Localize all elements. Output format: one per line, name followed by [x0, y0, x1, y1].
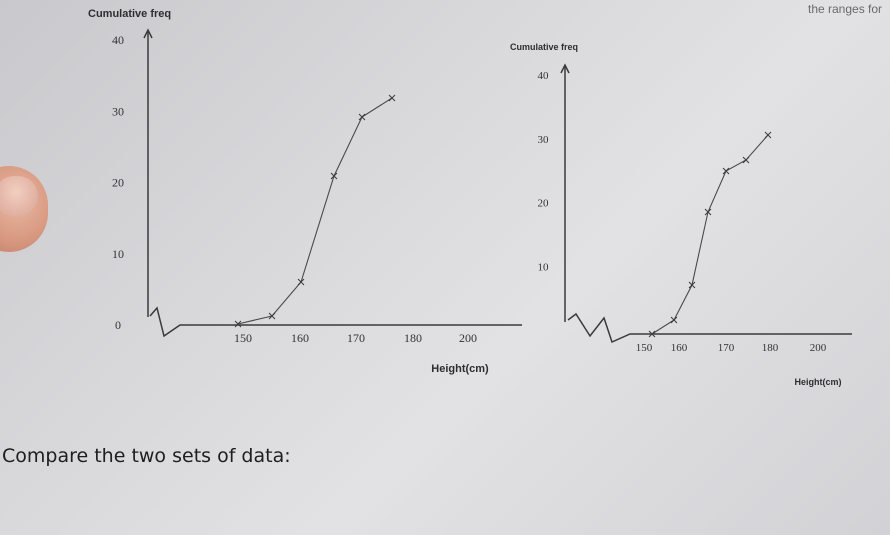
- chart1-x-axis-label: Height(cm): [431, 363, 489, 375]
- chart2-point-marker: [648, 330, 656, 338]
- chart1-y-tick-label: 0: [115, 318, 121, 332]
- chart2-x-axis: [567, 312, 852, 344]
- chart1-point-marker: [297, 278, 305, 286]
- chart2-y-tick-label: 20: [538, 198, 550, 210]
- chart2-y-tick-label: 10: [538, 261, 550, 273]
- chart2-y-tick-label: 40: [538, 70, 550, 82]
- chart1-point-marker: [358, 113, 366, 121]
- chart2-point-marker: [722, 167, 730, 175]
- chart2-x-tick-label: 150: [636, 342, 653, 354]
- chart1-series-line: [237, 97, 393, 325]
- chart2-y-axis-label: Cumulative freq: [510, 42, 578, 52]
- chart1-y-arrow: [143, 28, 153, 39]
- chart2-x-axis-label: Height(cm): [795, 377, 842, 387]
- chart2-series-line: [651, 134, 769, 335]
- top-note-text: the ranges for: [808, 2, 883, 16]
- chart2-point-marker: [704, 208, 712, 216]
- chart2-point-marker: [670, 316, 678, 324]
- chart1-y-tick-label: 30: [112, 104, 124, 118]
- chart2-point-marker: [688, 281, 696, 289]
- chart2-y-arrow: [560, 63, 570, 74]
- chart1-y-tick-label: 20: [112, 176, 124, 190]
- fingernail-photo-artifact: [0, 176, 38, 216]
- chart2-x-tick-label: 180: [762, 342, 779, 354]
- chart2-point-marker: [764, 131, 772, 139]
- chart1-point-marker: [330, 172, 338, 180]
- chart2-x-tick-label: 200: [810, 342, 827, 354]
- chart1-point-marker: [268, 312, 276, 320]
- chart2-y-tick-label: 30: [538, 134, 550, 146]
- chart2-x-tick-label: 160: [671, 342, 688, 354]
- chart1-y-axis-label: Cumulative freq: [88, 8, 171, 20]
- chart2-x-tick-label: 170: [718, 342, 735, 354]
- chart1-point-marker: [388, 94, 396, 102]
- chart1-x-tick-label: 150: [234, 331, 252, 345]
- chart1-y-tick-label: 40: [112, 33, 124, 47]
- chart1-x-tick-label: 200: [459, 331, 477, 345]
- chart1-y-tick-label: 10: [112, 247, 124, 261]
- chart2-point-marker: [742, 156, 750, 164]
- chart1-point-marker: [234, 320, 242, 328]
- chart1-x-axis: [149, 306, 522, 338]
- chart1-x-tick-label: 180: [404, 331, 422, 345]
- chart1-x-tick-label: 160: [291, 331, 309, 345]
- chart1-x-tick-label: 170: [347, 331, 365, 345]
- question-text: Compare the two sets of data:: [2, 445, 291, 467]
